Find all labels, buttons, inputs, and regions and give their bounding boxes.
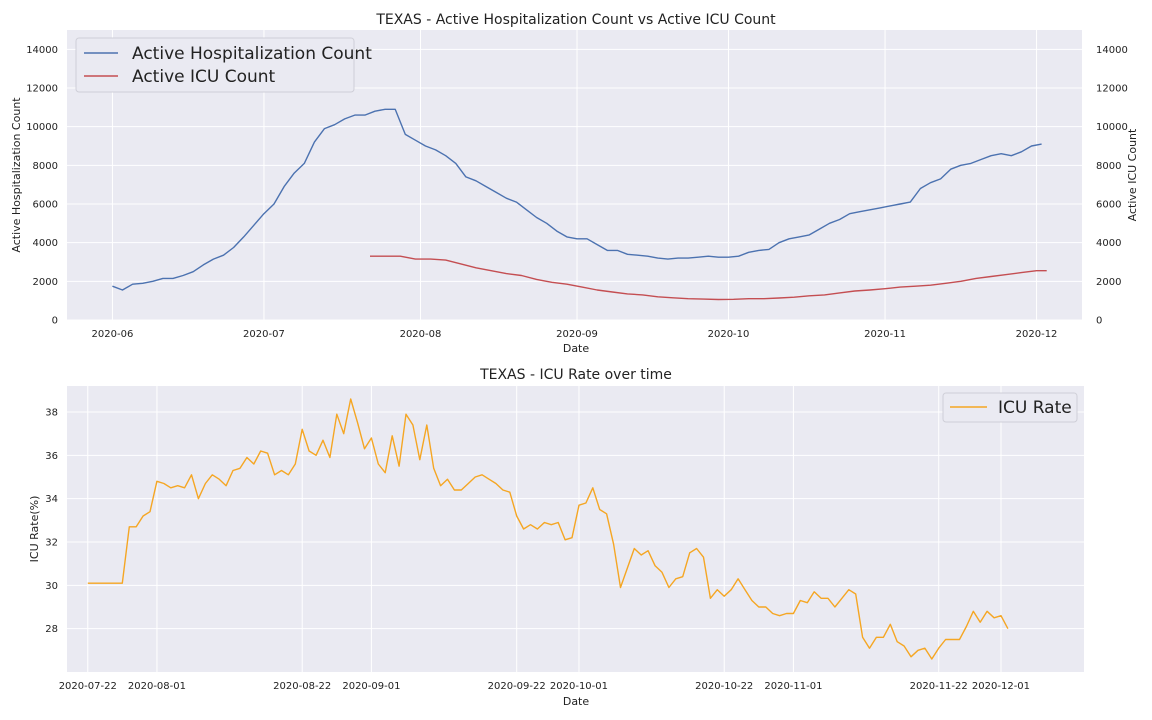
chart2-y-tick-label: 36 (45, 451, 58, 462)
chart1-x-tick-label: 2020-12 (1016, 329, 1058, 340)
chart2-y-tick-label: 32 (45, 538, 58, 549)
chart1-y-tick-label: 6000 (33, 200, 58, 211)
chart2-x-tick-label: 2020-08-22 (273, 681, 331, 692)
chart2-ticks: 28 30 32 34 36 38 2020-07-22 2020-08-01 2020-08-… (45, 408, 1030, 693)
chart2-y-tick-label: 34 (45, 494, 58, 505)
chart2-y-tick-label: 28 (45, 624, 58, 635)
chart1-right-y-tick-label: 8000 (1096, 161, 1121, 172)
chart1-legend-box (75, 37, 355, 93)
chart1-y-axis-label: Active Hospitalization Count (10, 97, 23, 253)
chart1-x-tick-label: 2020-08 (400, 329, 442, 340)
chart2-x-tick-label: 2020-09-22 (488, 681, 546, 692)
chart1-y-tick-label: 12000 (26, 84, 58, 95)
hospitalization-count-line (112, 108, 1042, 291)
icu-rate-line (87, 398, 1009, 660)
chart2-series (87, 398, 1009, 660)
chart1-title: TEXAS - Active Hospitalization Count vs … (375, 12, 776, 28)
chart2-title: TEXAS - ICU Rate over time (479, 367, 672, 383)
icu-rate-chart: 28 30 32 34 36 38 2020-07-22 2020-08-01 2020-08-… (28, 367, 1084, 708)
chart1-right-y-tick-label: 14000 (1096, 45, 1128, 56)
chart2-x-axis-label: Date (563, 695, 590, 708)
chart2-y-tick-label: 30 (45, 581, 58, 592)
legend-label-icu-rate: ICU Rate (998, 398, 1072, 418)
chart2-x-tick-label: 2020-07-22 (59, 681, 117, 692)
chart1-right-y-tick-label: 2000 (1096, 277, 1121, 288)
chart2-x-tick-label: 2020-11-01 (764, 681, 822, 692)
chart2-x-tick-label: 2020-11-22 (910, 681, 968, 692)
chart1-right-y-tick-label: 0 (1096, 316, 1102, 327)
chart2-legend-box (942, 392, 1078, 423)
chart1-right-y-axis-label: Active ICU Count (1126, 128, 1139, 221)
chart1-x-tick-label: 2020-07 (243, 329, 285, 340)
hospitalization-chart: 0 0 2000 2000 4000 4000 6000 6000 8000 8000 10000 1… (10, 12, 1139, 355)
chart2-y-tick-label: 38 (45, 408, 58, 419)
chart1-y-tick-label: 14000 (26, 45, 58, 56)
chart1-x-tick-label: 2020-09 (556, 329, 598, 340)
chart1-y-tick-label: 10000 (26, 122, 58, 133)
chart1-series (112, 108, 1047, 301)
chart1-ticks: 0 0 2000 2000 4000 4000 6000 6000 8000 8000 10000 1… (26, 45, 1128, 340)
chart2-x-tick-label: 2020-08-01 (128, 681, 186, 692)
chart1-x-tick-label: 2020-06 (92, 329, 134, 340)
chart2-x-tick-label: 2020-09-01 (342, 681, 400, 692)
chart1-legend: Active Hospitalization Count Active ICU … (75, 37, 372, 93)
legend-label-icu-count: Active ICU Count (132, 67, 276, 87)
chart1-y-tick-label: 4000 (33, 238, 58, 249)
legend-label-hospitalization: Active Hospitalization Count (132, 44, 372, 64)
chart2-x-tick-label: 2020-10-22 (695, 681, 753, 692)
chart1-y-tick-label: 2000 (33, 277, 58, 288)
chart1-y-tick-label: 8000 (33, 161, 58, 172)
chart2-legend: ICU Rate (942, 392, 1078, 423)
chart1-y-tick-label: 0 (52, 316, 58, 327)
chart1-right-y-tick-label: 12000 (1096, 84, 1128, 95)
chart1-x-tick-label: 2020-11 (864, 329, 906, 340)
chart2-x-tick-label: 2020-12-01 (972, 681, 1030, 692)
chart2-plot-area (67, 386, 1084, 672)
chart2-gridlines (67, 386, 1084, 672)
chart1-right-y-tick-label: 4000 (1096, 238, 1121, 249)
chart1-x-axis-label: Date (563, 342, 590, 355)
icu-count-line (370, 255, 1047, 301)
chart1-right-y-tick-label: 10000 (1096, 122, 1128, 133)
chart2-x-tick-label: 2020-10-01 (550, 681, 608, 692)
chart1-right-y-tick-label: 6000 (1096, 200, 1121, 211)
chart1-x-tick-label: 2020-10 (708, 329, 750, 340)
chart2-y-axis-label: ICU Rate(%) (28, 496, 41, 563)
